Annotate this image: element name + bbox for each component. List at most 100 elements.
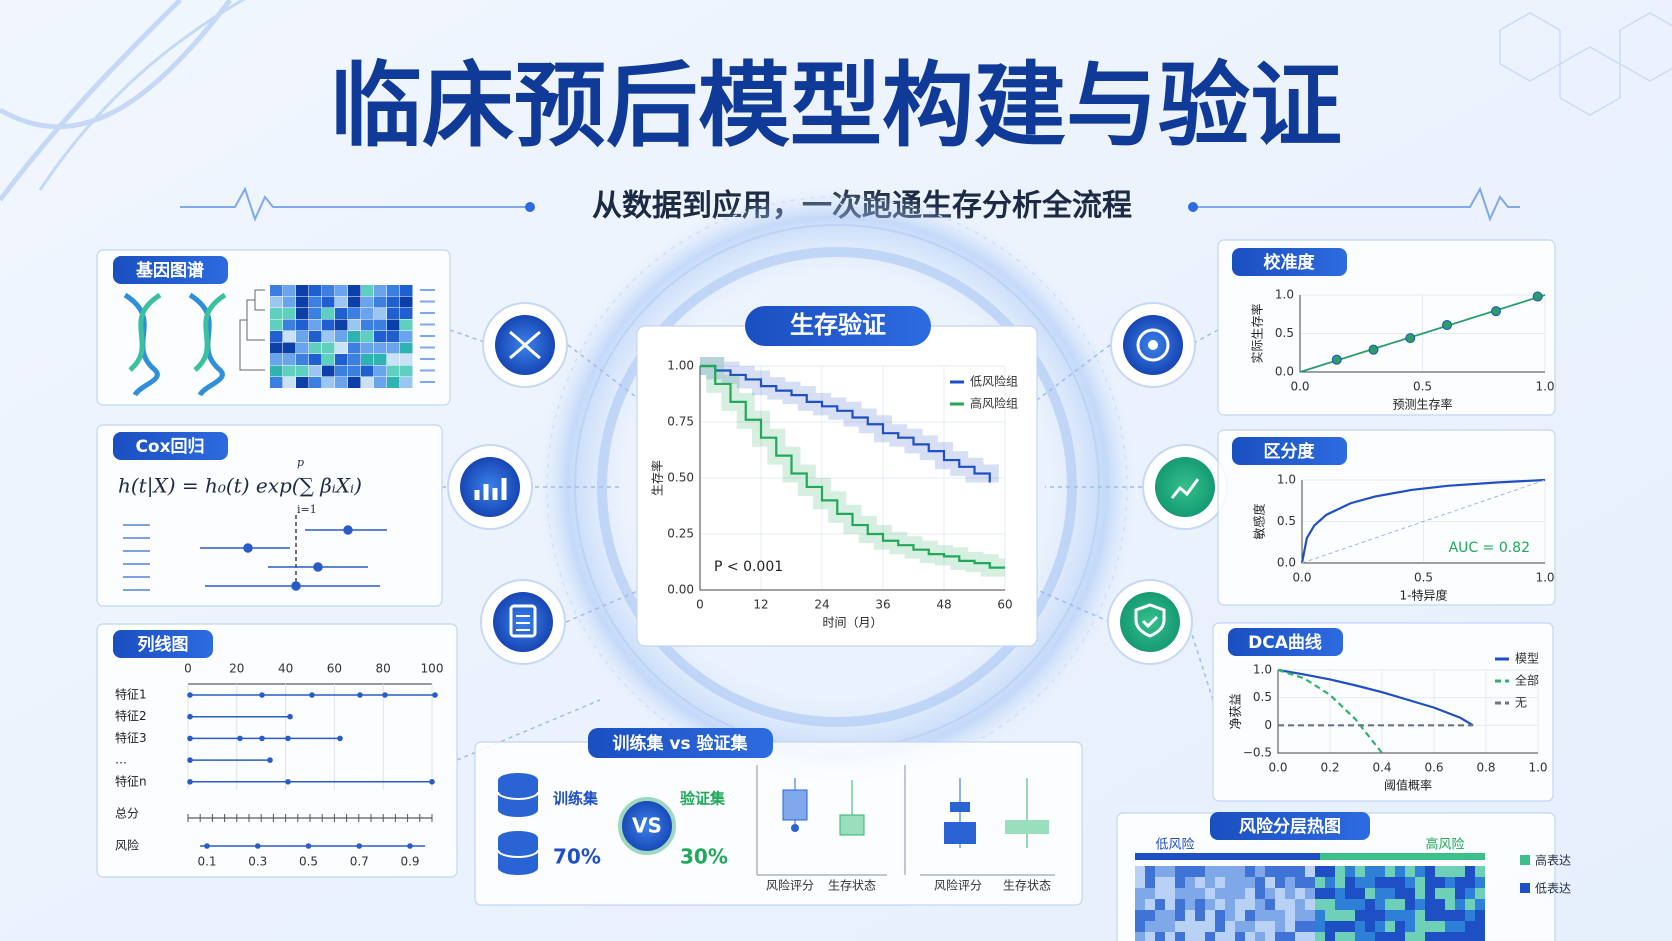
risk-bar [1320,853,1485,860]
heat-cell [1255,866,1265,877]
heat-cell [309,308,322,319]
heat-cell [1465,899,1475,910]
heat-cell [1255,932,1265,941]
val-pct: 30% [680,845,728,869]
x-tick-label: 0.0 [1268,761,1287,775]
heat-cell [400,342,413,354]
heat-cell [1155,888,1165,899]
heat-cell [1335,921,1345,932]
y-axis-label: 生存率 [650,460,665,496]
heat-cell [1155,921,1165,932]
heat-cell [1295,921,1305,932]
heat-cell [1325,932,1335,941]
heat-cell [1315,921,1325,932]
heat-cell [296,365,309,377]
row-dot [259,692,265,698]
heat-cell [1195,932,1205,941]
heat-cell [1405,866,1415,877]
heat-cell [1365,888,1375,899]
forest-plot [123,515,387,591]
heat-cell [1335,866,1345,877]
heat-cell [1295,910,1305,921]
heat-cell [1435,932,1445,941]
heat-cell [348,354,361,365]
heat-cell [1205,866,1215,877]
heat-cell [400,285,413,296]
heat-cell [1335,932,1345,941]
vs: VS [632,814,662,838]
x-tick-label: 0.8 [1476,761,1495,775]
heat-cell [374,377,387,388]
x-tick-label: 0.0 [1292,571,1311,585]
legend-label: 模型 [1515,652,1539,666]
heat-cell [1475,877,1485,888]
heat-cell [1145,877,1155,888]
row-dot [357,692,363,698]
heat-cell [1345,888,1355,899]
heat-cell [335,296,348,308]
row-label: 特征2 [115,708,147,723]
heat-cell [1315,888,1325,899]
y-tick-label: 1.0 [1275,288,1294,302]
heat-cell [1315,932,1325,941]
heat-cell [1145,888,1155,899]
y-tick-label: 0.75 [667,415,694,429]
heat-cell [374,342,387,354]
heat-cell [1365,932,1375,941]
train-val-panel [474,741,1083,906]
heat-cell [1175,932,1185,941]
heat-cell [1195,888,1205,899]
heat-cell [1205,910,1215,921]
heat-cell [1475,910,1485,921]
heat-cell [1195,877,1205,888]
row-dot [187,713,193,720]
val-label: 验证集 [680,790,726,808]
heat-cell [1155,866,1165,877]
heat-cell [1265,888,1275,899]
heat-cell [1205,899,1215,910]
x-tick-label: 0.5 [1413,380,1432,394]
heat-cell [1185,888,1195,899]
heat-cell [1375,888,1385,899]
heat-cell [1145,932,1155,941]
legend-label: 高表达 [1535,853,1571,868]
heat-cell [1375,899,1385,910]
heat-cell [309,365,322,377]
row-dot [337,735,343,742]
risk-tick [407,843,413,849]
heat-cell [1335,888,1345,899]
heat-cell [270,365,283,377]
heat-cell [283,365,296,377]
heat-cell [322,285,335,296]
heat-cell [1305,921,1315,932]
y-axis-label: 实际生存率 [1250,303,1265,363]
heat-cell [1315,910,1325,921]
heat-cell [1435,866,1445,877]
heat-cell [1255,899,1265,910]
heat-cell [1325,910,1335,921]
heat-cell [1425,888,1435,899]
heat-cell [1225,899,1235,910]
row-dot [309,692,315,698]
heat-cell [1245,910,1255,921]
x-tick-label: 0.4 [1372,761,1391,775]
heat-cell [1405,899,1415,910]
heat-cell [374,319,387,331]
heat-cell [387,319,400,331]
row-dot [429,779,435,785]
row-dot [187,735,193,742]
heat-cell [374,285,387,296]
tick-label: 0.9 [400,855,419,869]
heat-cell [361,319,374,331]
heat-cell [1425,910,1435,921]
heat-cell [1395,932,1405,941]
heat-cell [1465,888,1475,899]
heat-cell [283,319,296,331]
point [1442,320,1452,331]
heat-cell [1455,910,1465,921]
sum-lower: i=1 [297,503,317,516]
heat-cell [1135,877,1145,888]
heat-cell [1425,866,1435,877]
heat-cell [270,285,283,296]
heat-cell [387,296,400,308]
